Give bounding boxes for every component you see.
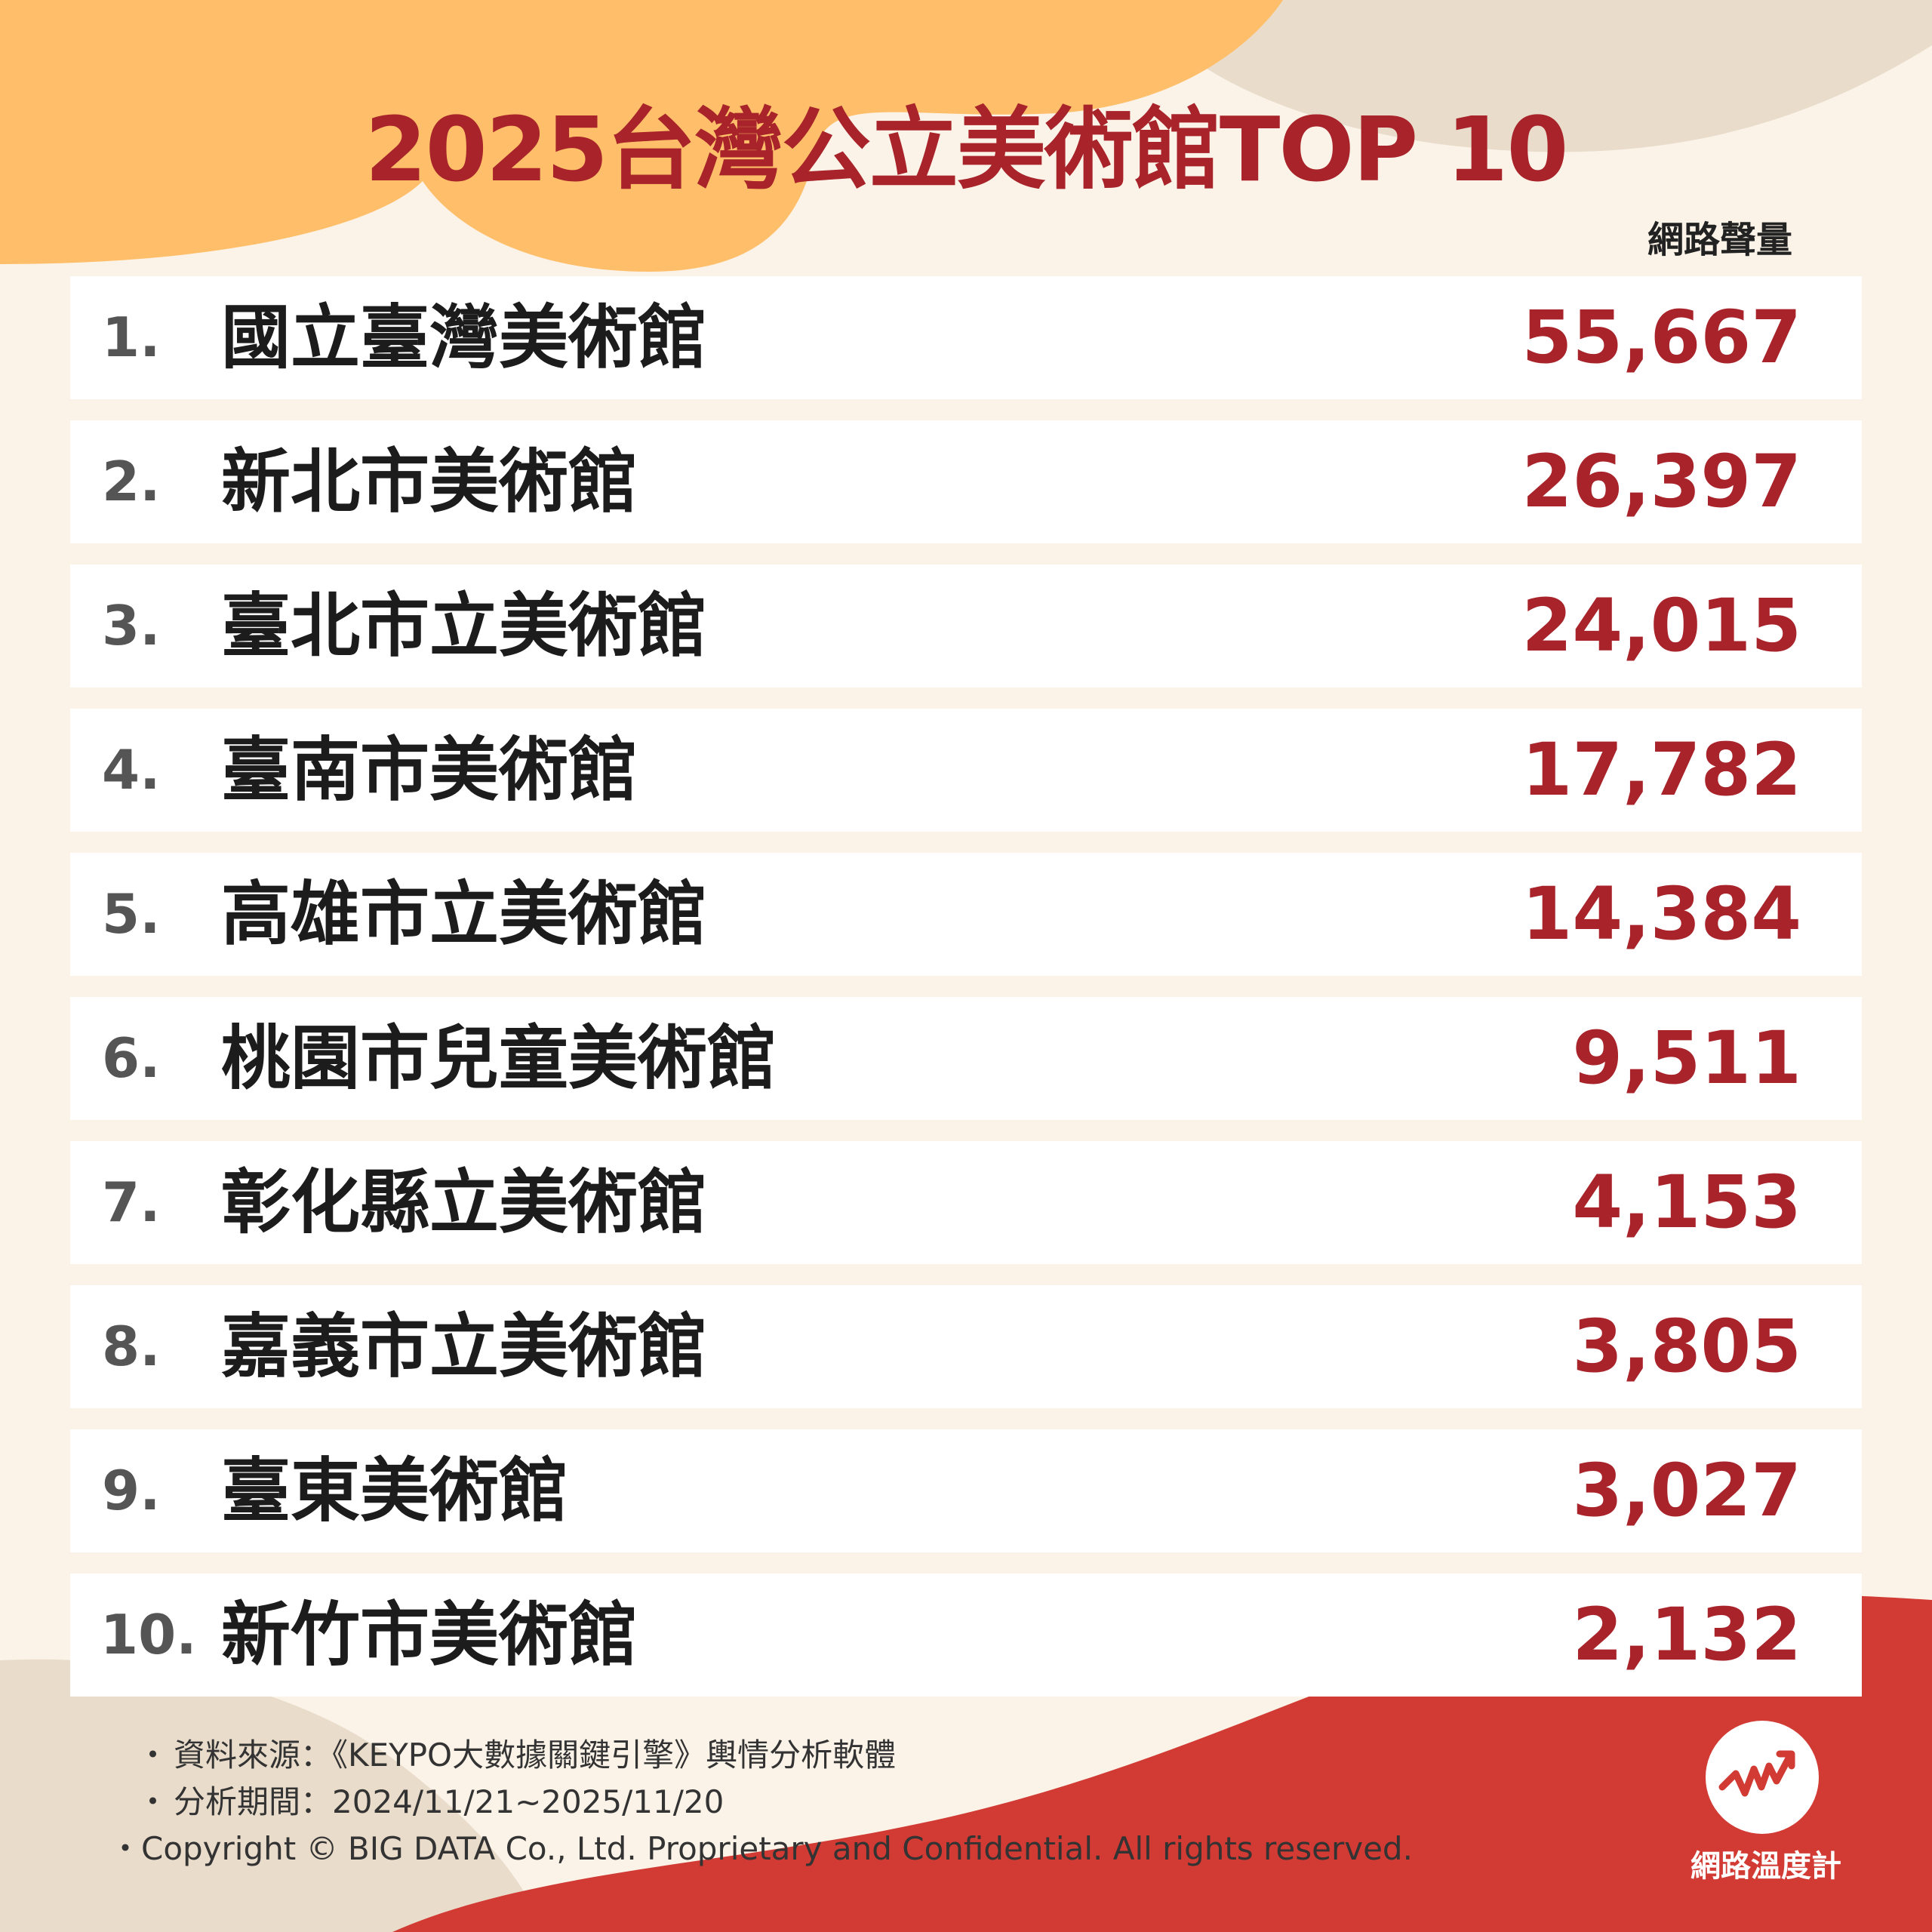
museum-name: 嘉義市立美術館 [221,1306,708,1387]
rank-label: 8. [102,1315,161,1378]
trend-line-icon [1706,1721,1819,1834]
table-row: 3. 臺北市立美術館 24,015 [70,565,1862,688]
table-row: 5. 高雄市立美術館 14,384 [70,853,1862,976]
museum-name: 桃園市兒童美術館 [221,1018,777,1099]
rank-label: 2. [102,450,161,513]
volume-value: 3,027 [1572,1448,1801,1533]
table-row: 9. 臺東美術館 3,027 [70,1429,1862,1552]
rank-label: 5. [102,882,161,946]
museum-name: 彰化縣立美術館 [221,1162,708,1243]
table-row: 6. 桃園市兒童美術館 9,511 [70,997,1862,1120]
museum-name: 臺南市美術館 [221,730,638,811]
source-note: ・資料來源：《KEYPO大數據關鍵引擎》輿情分析軟體 [137,1737,897,1774]
table-row: 2. 新北市美術館 26,397 [70,420,1862,543]
volume-value: 55,667 [1521,295,1801,380]
volume-value: 26,397 [1521,439,1801,524]
museum-name: 臺北市立美術館 [221,586,708,666]
metric-column-header: 網路聲量 [1647,219,1792,261]
volume-value: 3,805 [1572,1304,1801,1389]
brand-name: 網路溫度計 [1690,1849,1841,1884]
museum-name: 高雄市立美術館 [221,874,708,955]
rank-label: 10. [100,1603,197,1666]
museum-name: 新北市美術館 [221,441,638,522]
museum-name: 國立臺灣美術館 [221,297,708,378]
volume-value: 17,782 [1521,728,1801,812]
museum-name: 新竹市美術館 [221,1595,638,1675]
period-note: ・分析期間：2024/11/21~2025/11/20 [137,1783,724,1820]
table-row: 1. 國立臺灣美術館 55,667 [70,276,1862,399]
volume-value: 2,132 [1572,1592,1801,1677]
volume-value: 4,153 [1572,1160,1801,1244]
rank-label: 7. [102,1171,161,1234]
table-row: 8. 嘉義市立美術館 3,805 [70,1285,1862,1408]
copyright-note: ・Copyright © BIG DATA Co., Ltd. Propriet… [109,1830,1413,1867]
rank-label: 3. [102,594,161,657]
chart-title: 2025台灣公立美術館TOP 10 [365,97,1569,202]
rank-label: 4. [102,738,161,801]
table-row: 7. 彰化縣立美術館 4,153 [70,1141,1862,1264]
rank-label: 6. [102,1026,161,1090]
footer-notes: ・資料來源：《KEYPO大數據關鍵引擎》輿情分析軟體 ・分析期間：2024/11… [109,1732,1413,1872]
museum-name: 臺東美術館 [221,1451,569,1531]
volume-value: 9,511 [1572,1016,1801,1100]
table-row: 10. 新竹市美術館 2,132 [70,1574,1862,1697]
table-row: 4. 臺南市美術館 17,782 [70,709,1862,832]
brand-logo: 網路溫度計 [1690,1721,1841,1887]
volume-value: 24,015 [1521,583,1801,668]
volume-value: 14,384 [1521,872,1801,956]
rank-label: 1. [102,306,161,369]
rank-label: 9. [102,1459,161,1522]
